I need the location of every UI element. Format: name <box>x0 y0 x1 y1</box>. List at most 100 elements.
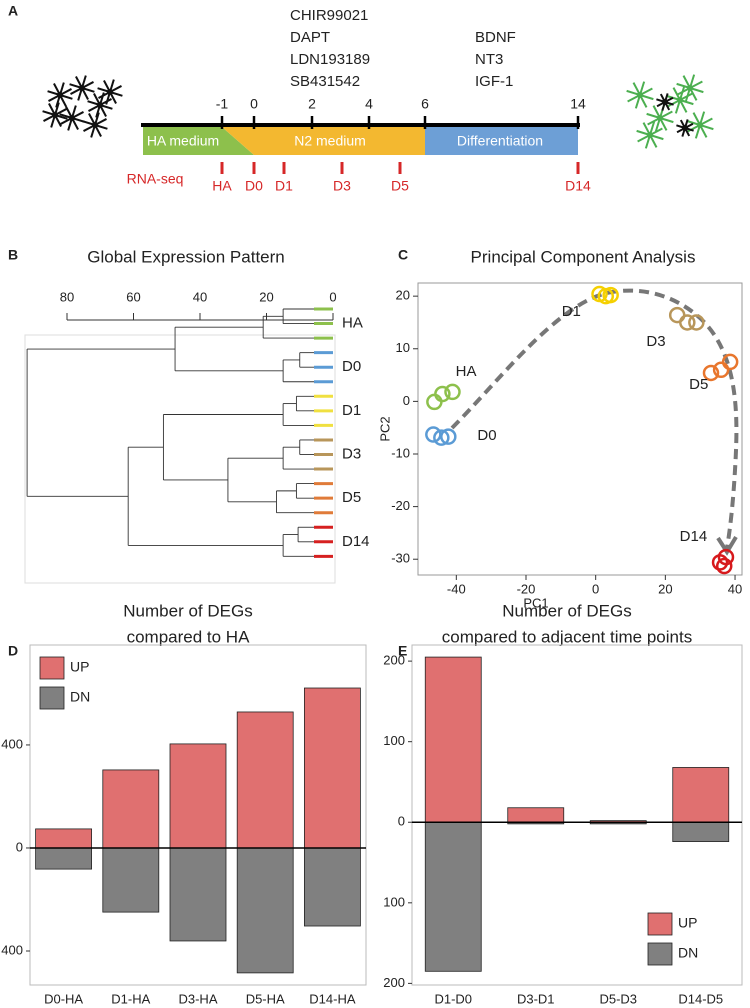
cell-icon <box>687 85 693 91</box>
treatment: SB431542 <box>290 73 360 90</box>
trajectory-arrow <box>716 535 738 556</box>
panel-label: D <box>8 643 18 659</box>
point <box>688 314 705 331</box>
x-tick-label: D1-HA <box>111 991 150 1006</box>
chart-title: Global Expression Pattern <box>87 247 285 266</box>
y-tick-label: 200 <box>383 653 405 668</box>
point <box>679 314 696 331</box>
chart-title: compared to HA <box>127 627 250 646</box>
day-label: -1 <box>216 96 229 112</box>
bar <box>303 687 361 849</box>
point <box>426 393 443 411</box>
point <box>717 548 735 566</box>
y-tick-label: 0 <box>16 839 23 854</box>
cell-icon <box>637 92 643 98</box>
group-label: D14 <box>680 528 708 545</box>
y-tick-label: 10 <box>396 340 410 355</box>
y-tick-label: 400 <box>1 736 23 751</box>
legend-label: DN <box>678 945 698 961</box>
x-tick-label: 60 <box>126 289 140 304</box>
bar <box>169 847 227 942</box>
y-tick-label: 200 <box>383 975 405 990</box>
bar <box>35 847 92 870</box>
sampling-label: RNA-seq <box>127 171 184 187</box>
point <box>433 429 450 446</box>
sample-label: D1 <box>275 178 293 194</box>
x-tick-label: 0 <box>592 581 599 596</box>
treatment: IGF-1 <box>475 73 513 90</box>
leaf-label: D0 <box>342 358 361 375</box>
x-tick-label: 20 <box>658 581 672 596</box>
point <box>721 353 739 371</box>
point <box>425 426 442 443</box>
plot-frame <box>411 644 743 986</box>
bar <box>236 847 294 974</box>
y-tick-label: -10 <box>391 445 410 460</box>
bar <box>672 821 730 842</box>
leaf-label: HA <box>342 315 363 332</box>
sample-label: D5 <box>391 178 409 194</box>
leaf-label: D3 <box>342 445 361 462</box>
x-tick-label: D3-D1 <box>517 991 555 1006</box>
legend-label: UP <box>678 915 697 931</box>
legend-swatch <box>39 686 65 710</box>
point <box>715 557 733 575</box>
panel-label: B <box>8 247 18 263</box>
cell-icon <box>647 132 653 138</box>
x-tick-label: -40 <box>447 581 466 596</box>
chart-title: Principal Component Analysis <box>471 247 696 266</box>
treatment: NT3 <box>475 51 503 68</box>
cell-icon <box>97 102 103 108</box>
y-tick-label: -20 <box>391 498 410 513</box>
x-tick-label: 40 <box>193 289 207 304</box>
x-tick-label: D14-D5 <box>678 991 723 1006</box>
x-tick-label: D14-HA <box>309 991 356 1006</box>
day-label: 2 <box>308 96 316 112</box>
treatment: BDNF <box>475 29 516 46</box>
leaf-label: D1 <box>342 402 361 419</box>
y-tick-label: 100 <box>383 733 405 748</box>
chart-title: Number of DEGs <box>123 601 252 620</box>
group-label: D3 <box>646 333 665 350</box>
day-label: 4 <box>365 96 373 112</box>
chart-title: compared to adjacent time points <box>442 627 692 646</box>
x-tick-label: 20 <box>259 289 273 304</box>
chart-title: Number of DEGs <box>502 601 631 620</box>
point <box>602 286 619 304</box>
y-tick-label: 400 <box>1 942 23 957</box>
cell-icon <box>682 125 688 131</box>
x-tick-label: D5-HA <box>246 991 285 1006</box>
x-tick-label: 0 <box>329 289 336 304</box>
phase-band <box>425 127 578 155</box>
leaf-label: D5 <box>342 489 361 506</box>
x-tick-label: D1-D0 <box>434 991 472 1006</box>
point <box>444 383 461 401</box>
phase-label: N2 medium <box>294 133 366 149</box>
legend-label: UP <box>70 659 89 675</box>
bar <box>424 821 482 972</box>
bar <box>672 767 730 823</box>
legend-swatch <box>647 912 673 936</box>
y-tick-label: 0 <box>403 393 410 408</box>
cell-icon <box>92 122 98 128</box>
point <box>440 428 457 445</box>
y-axis-label: PC2 <box>377 416 392 441</box>
plot-frame <box>29 644 367 986</box>
cell-icon <box>657 115 663 121</box>
group-label: D0 <box>477 427 496 444</box>
legend-swatch <box>39 656 65 680</box>
bar <box>169 743 227 849</box>
group-label: D1 <box>562 303 581 320</box>
dendrogram-frame <box>24 334 336 584</box>
cell-icon <box>69 115 75 121</box>
cell-icon <box>52 112 58 118</box>
y-tick-label: 100 <box>383 894 405 909</box>
sample-label: HA <box>212 178 232 194</box>
treatment: LDN193189 <box>290 51 370 68</box>
cell-icon <box>697 122 703 128</box>
group-label: HA <box>456 363 477 380</box>
day-label: 0 <box>250 96 258 112</box>
legend-swatch <box>647 942 673 966</box>
group-label: D5 <box>689 376 708 393</box>
